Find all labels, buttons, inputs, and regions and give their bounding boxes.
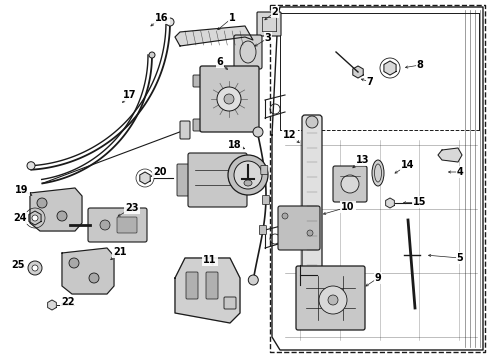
Text: 4: 4 bbox=[456, 167, 463, 177]
FancyBboxPatch shape bbox=[193, 75, 203, 87]
FancyBboxPatch shape bbox=[187, 153, 246, 207]
Circle shape bbox=[252, 127, 263, 137]
Polygon shape bbox=[352, 66, 363, 78]
Polygon shape bbox=[47, 300, 56, 310]
Circle shape bbox=[89, 273, 99, 283]
Polygon shape bbox=[29, 211, 41, 225]
FancyBboxPatch shape bbox=[180, 121, 190, 139]
Text: 3: 3 bbox=[264, 33, 271, 43]
Text: 6: 6 bbox=[216, 57, 223, 67]
Circle shape bbox=[149, 52, 155, 58]
Circle shape bbox=[32, 265, 38, 271]
Circle shape bbox=[340, 175, 358, 193]
FancyBboxPatch shape bbox=[117, 217, 137, 233]
Circle shape bbox=[28, 261, 42, 275]
Circle shape bbox=[305, 116, 317, 128]
Text: 1: 1 bbox=[228, 13, 235, 23]
Text: 25: 25 bbox=[11, 260, 25, 270]
Text: 23: 23 bbox=[125, 203, 139, 213]
Text: 19: 19 bbox=[15, 185, 29, 195]
Circle shape bbox=[306, 230, 312, 236]
Circle shape bbox=[248, 275, 258, 285]
Text: 22: 22 bbox=[61, 297, 75, 307]
Circle shape bbox=[165, 18, 174, 26]
FancyBboxPatch shape bbox=[88, 208, 147, 242]
FancyBboxPatch shape bbox=[234, 35, 262, 69]
Text: 12: 12 bbox=[283, 130, 296, 140]
Circle shape bbox=[32, 215, 38, 221]
FancyBboxPatch shape bbox=[332, 166, 366, 202]
FancyBboxPatch shape bbox=[200, 66, 259, 132]
Polygon shape bbox=[383, 61, 395, 75]
FancyBboxPatch shape bbox=[259, 225, 266, 234]
Circle shape bbox=[217, 87, 241, 111]
Circle shape bbox=[318, 286, 346, 314]
Text: 18: 18 bbox=[228, 140, 242, 150]
FancyBboxPatch shape bbox=[262, 195, 269, 204]
Polygon shape bbox=[140, 172, 150, 184]
Circle shape bbox=[57, 211, 67, 221]
FancyBboxPatch shape bbox=[302, 115, 321, 283]
Text: 2: 2 bbox=[271, 7, 278, 17]
Circle shape bbox=[327, 295, 337, 305]
Text: 21: 21 bbox=[113, 247, 126, 257]
Text: 16: 16 bbox=[155, 13, 168, 23]
Polygon shape bbox=[437, 148, 461, 162]
FancyBboxPatch shape bbox=[260, 166, 267, 175]
Text: 7: 7 bbox=[366, 77, 373, 87]
Text: 8: 8 bbox=[416, 60, 423, 70]
Polygon shape bbox=[30, 188, 82, 231]
Text: 11: 11 bbox=[203, 255, 216, 265]
FancyBboxPatch shape bbox=[278, 206, 319, 250]
Circle shape bbox=[234, 161, 262, 189]
Ellipse shape bbox=[371, 160, 383, 186]
Circle shape bbox=[227, 155, 267, 195]
Circle shape bbox=[224, 94, 234, 104]
Text: 20: 20 bbox=[153, 167, 166, 177]
Polygon shape bbox=[62, 248, 114, 294]
Circle shape bbox=[37, 198, 47, 208]
Text: 9: 9 bbox=[374, 273, 381, 283]
FancyBboxPatch shape bbox=[177, 164, 191, 196]
Polygon shape bbox=[175, 26, 252, 46]
Circle shape bbox=[27, 162, 35, 170]
Text: 5: 5 bbox=[456, 253, 463, 263]
FancyBboxPatch shape bbox=[224, 297, 236, 309]
Polygon shape bbox=[385, 198, 393, 208]
FancyBboxPatch shape bbox=[205, 272, 218, 299]
Text: 15: 15 bbox=[412, 197, 426, 207]
Text: 10: 10 bbox=[341, 202, 354, 212]
FancyBboxPatch shape bbox=[185, 272, 198, 299]
FancyBboxPatch shape bbox=[193, 119, 203, 131]
FancyBboxPatch shape bbox=[257, 12, 281, 36]
Text: 17: 17 bbox=[123, 90, 137, 100]
Text: 24: 24 bbox=[13, 213, 27, 223]
Polygon shape bbox=[175, 258, 240, 323]
Text: 13: 13 bbox=[356, 155, 369, 165]
Circle shape bbox=[69, 258, 79, 268]
Circle shape bbox=[282, 213, 287, 219]
Circle shape bbox=[100, 220, 110, 230]
Text: 14: 14 bbox=[401, 160, 414, 170]
Ellipse shape bbox=[244, 180, 251, 186]
FancyBboxPatch shape bbox=[295, 266, 364, 330]
